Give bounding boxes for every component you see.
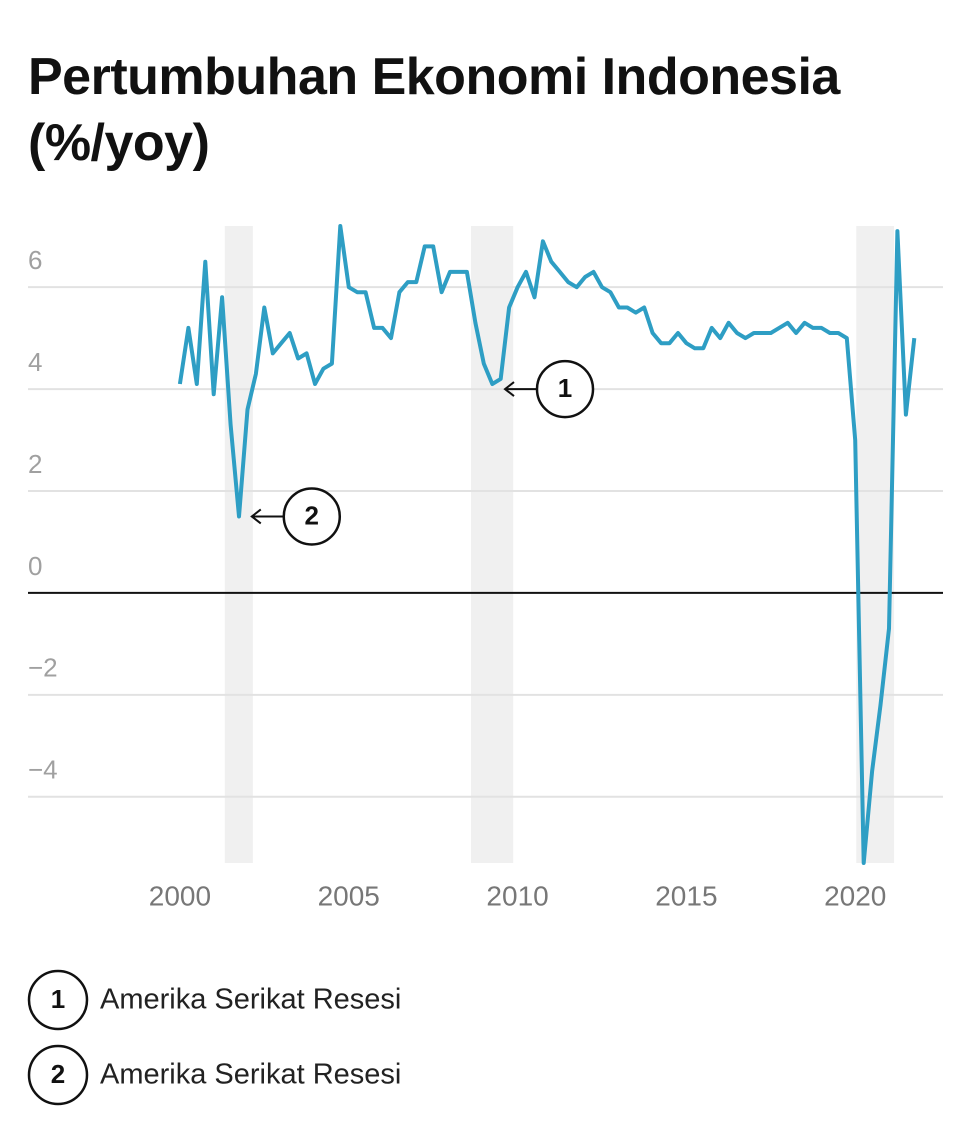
arrow-head [503,381,515,397]
legend-text: Amerika Serikat Resesi [100,1059,401,1091]
legend-circle [27,1044,89,1106]
y-tick-label: −4 [28,755,58,785]
x-tick-label: 2010 [486,880,548,911]
x-tick-label: 2015 [655,880,717,911]
x-tick-label: 2020 [824,880,886,911]
x-tick-label: 2005 [318,880,380,911]
y-tick-label: 4 [28,347,42,377]
chart-title: Pertumbuhan Ekonomi Indonesia (%/yoy) [28,48,840,172]
legend-circle [27,969,89,1031]
annotation: 1 [503,359,595,419]
y-tick-label: 2 [28,449,42,479]
y-tick-label: −2 [28,653,58,683]
arrow-head [250,508,262,525]
annotation-circle [535,359,595,419]
annotation-label: 1 [558,373,572,403]
annotation: 2 [250,487,342,546]
annotation-circle [282,487,342,546]
recession-band [224,226,253,863]
legend-number: 1 [51,984,65,1014]
data-line [177,224,917,865]
x-tick-label: 2000 [149,880,211,911]
legend-number: 2 [51,1059,65,1089]
legend-text: Amerika Serikat Resesi [100,984,401,1016]
y-tick-label: 0 [28,551,42,581]
y-tick-label: 6 [28,245,42,275]
annotation-label: 2 [305,500,319,530]
